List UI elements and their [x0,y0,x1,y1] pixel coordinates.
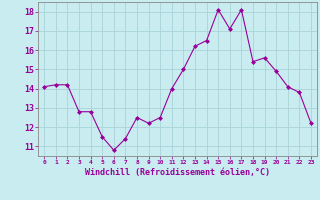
X-axis label: Windchill (Refroidissement éolien,°C): Windchill (Refroidissement éolien,°C) [85,168,270,177]
